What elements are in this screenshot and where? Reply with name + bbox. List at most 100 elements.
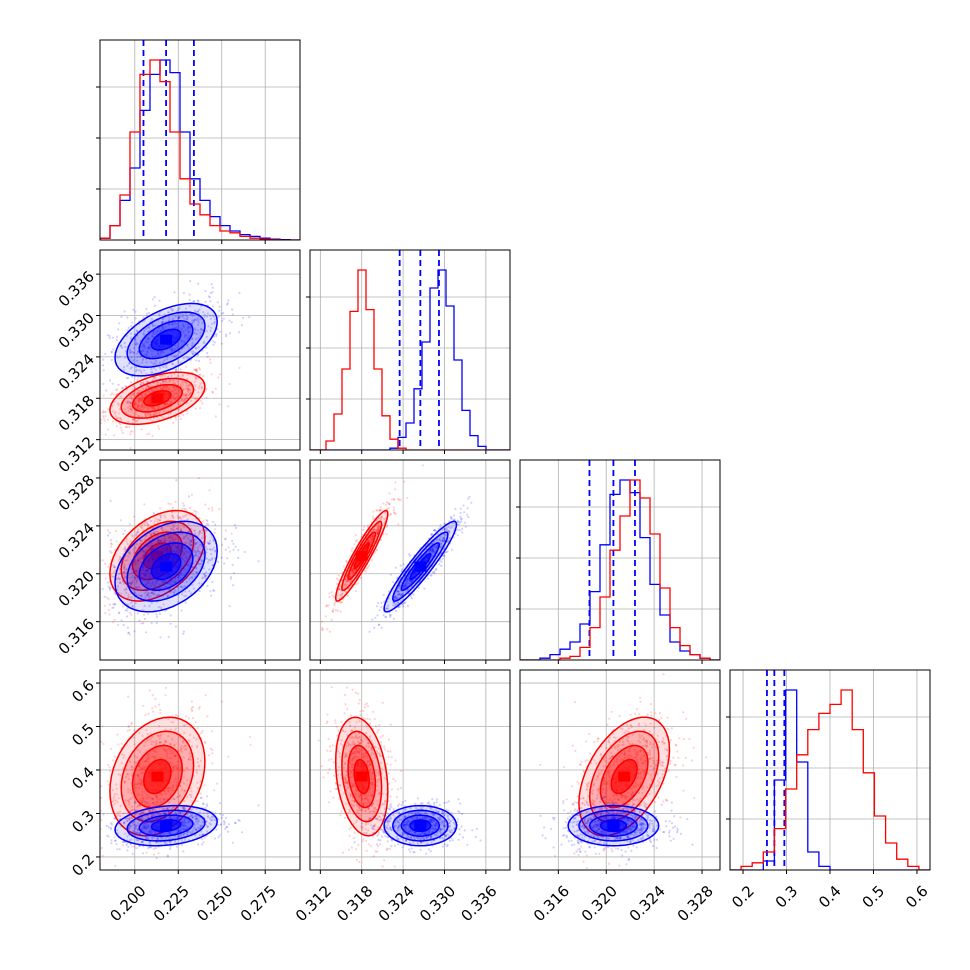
scatter-point bbox=[140, 622, 143, 625]
scatter-point bbox=[145, 354, 149, 357]
scatter-point bbox=[214, 528, 217, 531]
scatter-point bbox=[433, 541, 436, 544]
scatter-point bbox=[131, 600, 134, 604]
scatter-point bbox=[204, 694, 207, 697]
scatter-point bbox=[392, 604, 395, 607]
scatter-point bbox=[210, 373, 213, 376]
scatter-point bbox=[345, 560, 348, 564]
scatter-point bbox=[163, 539, 167, 543]
scatter-point bbox=[375, 530, 378, 533]
scatter-point bbox=[122, 368, 125, 371]
scatter-point bbox=[182, 546, 186, 549]
scatter-point bbox=[196, 329, 200, 332]
scatter-point bbox=[203, 784, 206, 787]
scatter-point bbox=[179, 549, 183, 552]
scatter-point bbox=[87, 608, 89, 610]
scatter-point bbox=[123, 570, 126, 574]
scatter-point bbox=[180, 545, 183, 548]
scatter-point bbox=[187, 550, 190, 554]
scatter-point bbox=[120, 762, 123, 765]
scatter-point bbox=[431, 550, 434, 553]
scatter-point bbox=[159, 733, 162, 737]
scatter-point bbox=[187, 522, 190, 525]
scatter-point bbox=[107, 408, 110, 411]
scatter-point bbox=[144, 569, 147, 572]
scatter-point bbox=[136, 543, 139, 546]
scatter-point bbox=[120, 429, 123, 432]
scatter-point bbox=[167, 323, 171, 326]
scatter-point bbox=[177, 308, 180, 311]
scatter-point bbox=[175, 546, 178, 549]
scatter-point bbox=[215, 782, 219, 785]
scatter-point bbox=[121, 386, 124, 389]
scatter-point bbox=[195, 347, 198, 350]
scatter-point bbox=[188, 384, 191, 387]
scatter-point bbox=[142, 344, 145, 347]
scatter-point bbox=[155, 742, 158, 745]
scatter-point bbox=[171, 543, 174, 546]
scatter-point bbox=[211, 506, 214, 509]
scatter-point bbox=[202, 342, 205, 345]
scatter-point bbox=[100, 796, 103, 799]
scatter-point bbox=[386, 507, 389, 510]
peak-bin bbox=[151, 550, 164, 561]
scatter-point bbox=[177, 317, 180, 320]
scatter-point bbox=[179, 368, 182, 371]
scatter-point bbox=[128, 400, 131, 403]
scatter-point bbox=[93, 537, 95, 539]
scatter-point bbox=[119, 355, 122, 358]
scatter-point bbox=[138, 786, 141, 790]
scatter-point bbox=[176, 551, 179, 554]
scatter-point bbox=[357, 582, 360, 585]
scatter-point bbox=[154, 354, 157, 357]
scatter-point bbox=[173, 388, 176, 391]
scatter-point bbox=[102, 417, 105, 420]
scatter-point bbox=[132, 588, 136, 591]
scatter-point bbox=[167, 534, 170, 537]
scatter-point bbox=[152, 407, 155, 410]
scatter-point bbox=[106, 581, 109, 584]
scatter-point bbox=[205, 396, 208, 399]
scatter-point bbox=[133, 630, 136, 633]
scatter-point bbox=[174, 575, 177, 578]
scatter-point bbox=[173, 397, 176, 400]
scatter-point bbox=[185, 382, 188, 385]
scatter-point bbox=[117, 813, 120, 816]
scatter-point bbox=[110, 747, 113, 751]
scatter-point bbox=[128, 348, 131, 352]
scatter-point bbox=[198, 558, 201, 561]
scatter-point bbox=[384, 503, 388, 506]
scatter-point bbox=[147, 385, 150, 389]
scatter-point bbox=[164, 609, 167, 612]
scatter-point bbox=[151, 810, 154, 813]
scatter-point bbox=[116, 793, 119, 796]
scatter-point bbox=[232, 584, 235, 587]
scatter-point bbox=[116, 417, 120, 420]
scatter-point bbox=[142, 316, 145, 319]
scatter-point bbox=[136, 566, 139, 569]
scatter-point bbox=[339, 585, 342, 588]
scatter-point bbox=[172, 379, 175, 382]
scatter-point bbox=[206, 584, 209, 588]
panel-content bbox=[310, 250, 510, 450]
scatter-point bbox=[135, 569, 138, 572]
scatter-point bbox=[177, 551, 180, 555]
scatter-point bbox=[182, 632, 185, 635]
scatter-point bbox=[178, 315, 181, 318]
scatter-point bbox=[205, 330, 208, 333]
scatter-point bbox=[160, 321, 163, 324]
scatter-point bbox=[104, 410, 107, 414]
scatter-point bbox=[144, 569, 148, 572]
scatter-point bbox=[185, 748, 188, 751]
scatter-point bbox=[115, 783, 118, 786]
scatter-point bbox=[397, 593, 400, 596]
scatter-point bbox=[116, 801, 119, 804]
scatter-point bbox=[207, 295, 210, 298]
scatter-point bbox=[176, 546, 179, 549]
contour-line bbox=[114, 520, 218, 613]
scatter-point bbox=[196, 319, 199, 322]
scatter-point bbox=[179, 572, 182, 575]
scatter-point bbox=[186, 326, 189, 329]
scatter-point bbox=[230, 532, 233, 535]
